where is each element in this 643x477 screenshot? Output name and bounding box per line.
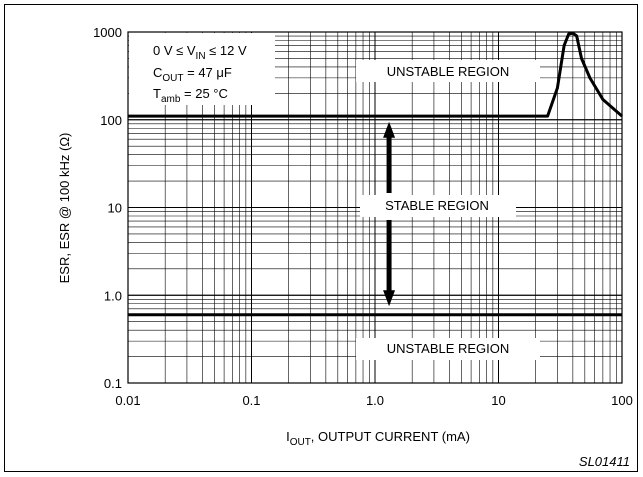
condition-vin: 0 V ≤ VIN ≤ 12 V: [153, 43, 247, 62]
region-label-lower: UNSTABLE REGION: [387, 341, 510, 356]
x-axis-label: IOUT, OUTPUT CURRENT (mA): [286, 429, 470, 448]
condition-cout: COUT = 47 μF: [153, 65, 232, 84]
conditions-box: 0 V ≤ VIN ≤ 12 V COUT = 47 μF Tamb = 25 …: [153, 43, 247, 105]
x-tick-label: 0.01: [115, 393, 140, 408]
conditions-box-background: [129, 33, 275, 105]
tick-labels: 0.01 0.1 1.0 10 100 0.1 1.0 10 100 1000: [93, 25, 633, 408]
x-tick-label: 1.0: [366, 393, 384, 408]
stable-region-arrow: [383, 121, 396, 307]
arrow-head-down: [383, 290, 396, 307]
condition-tamb: Tamb = 25 °C: [153, 86, 228, 105]
series-lines: [128, 31, 623, 317]
region-label-middle-background: [360, 195, 516, 217]
figure-id: SL01411: [579, 454, 630, 469]
y-tick-label: 10: [108, 201, 122, 216]
y-axis-label: ESR, ESR @ 100 kHz (Ω): [57, 133, 72, 284]
x-tick-label: 10: [491, 393, 505, 408]
region-label-upper: UNSTABLE REGION: [387, 64, 510, 79]
region-label-middle: STABLE REGION: [385, 198, 489, 213]
y-tick-label: 0.1: [104, 376, 122, 391]
region-label-backgrounds: [129, 33, 540, 360]
arrow-head-up: [383, 121, 396, 138]
x-tick-label: 100: [611, 393, 633, 408]
y-tick-label: 1.0: [104, 288, 122, 303]
x-tick-label: 0.1: [242, 393, 260, 408]
series-line-1: [128, 31, 623, 118]
y-tick-label: 1000: [93, 25, 122, 40]
y-tick-label: 100: [100, 113, 122, 128]
plot-border: [127, 31, 623, 384]
region-label-upper-background: [356, 60, 540, 82]
region-label-lower-background: [356, 338, 540, 360]
